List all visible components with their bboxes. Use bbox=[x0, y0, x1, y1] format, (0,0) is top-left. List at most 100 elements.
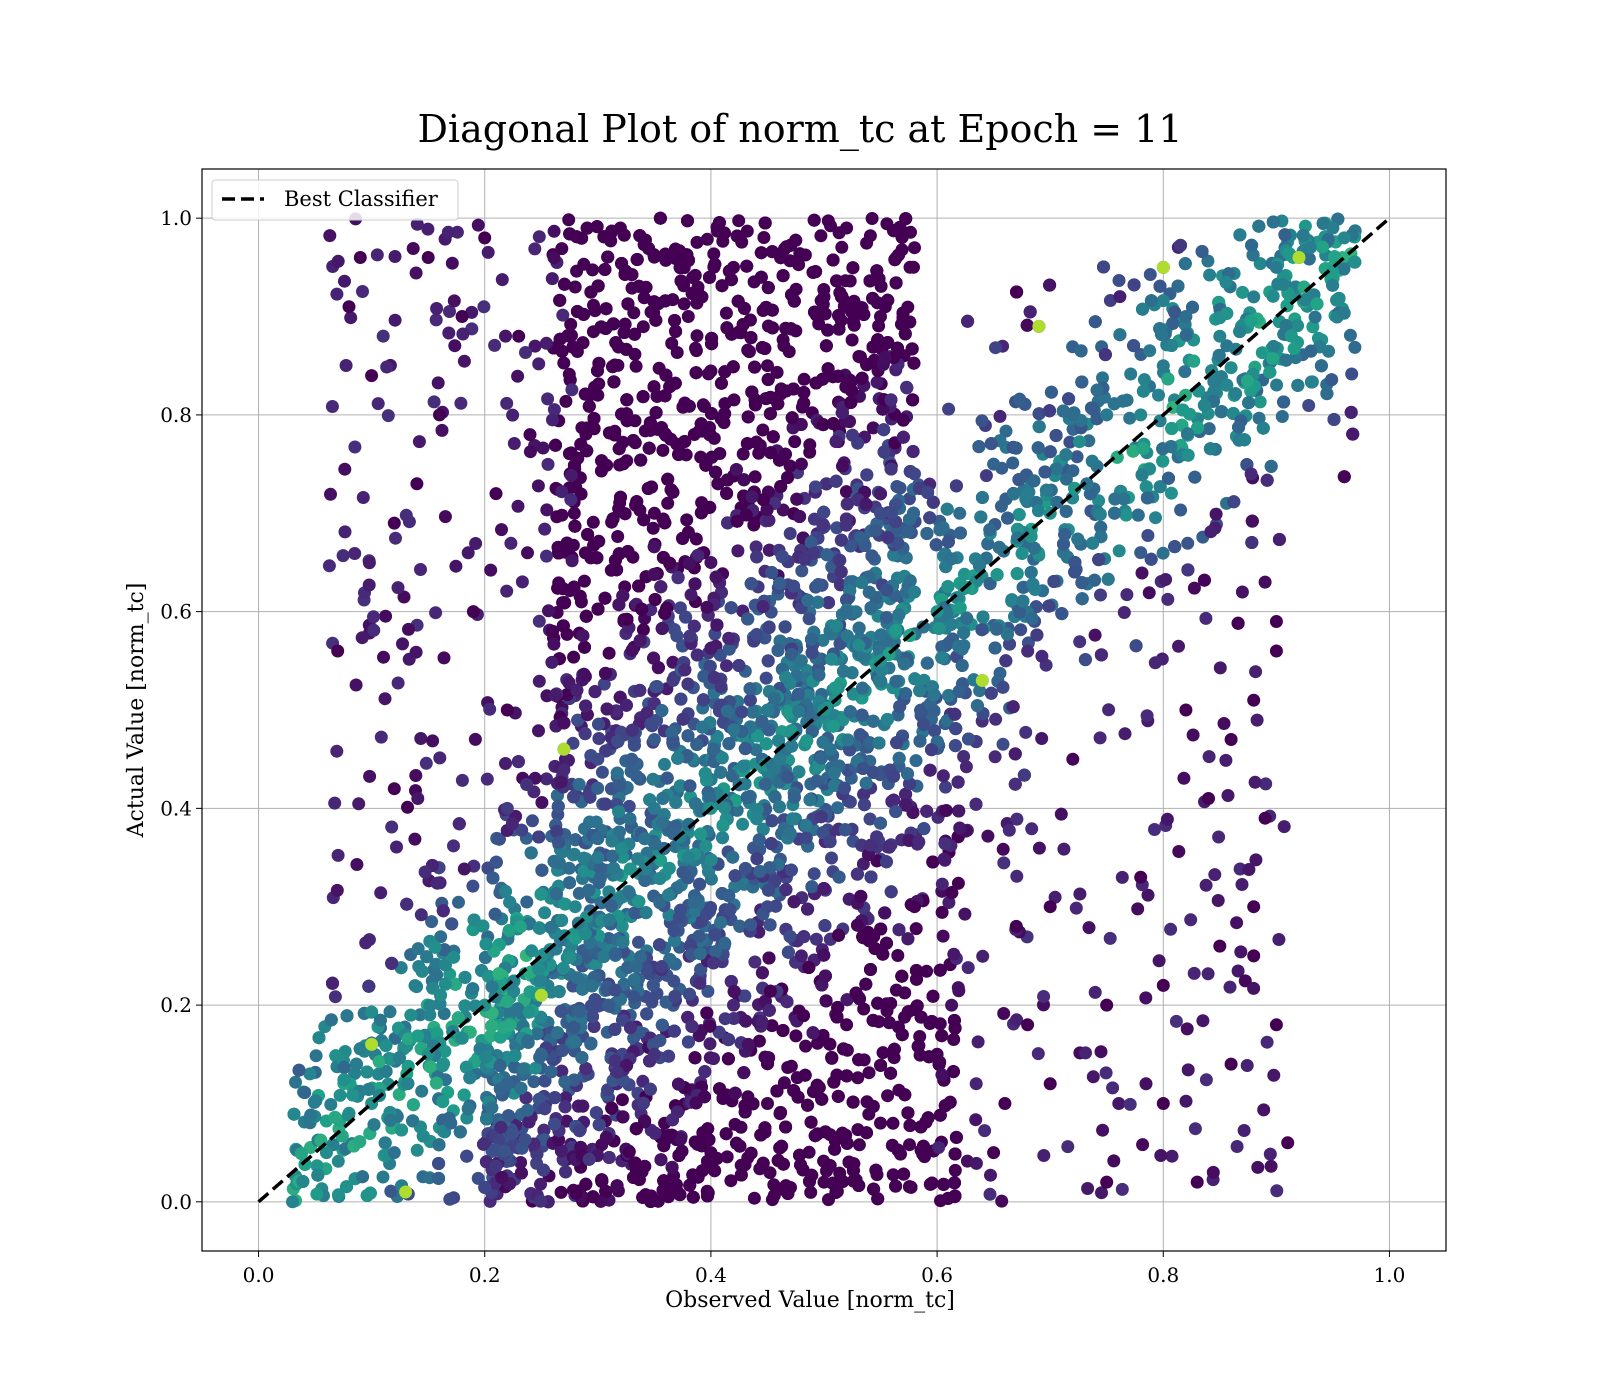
scatter-point bbox=[1094, 588, 1107, 602]
scatter-point bbox=[684, 588, 698, 602]
scatter-point bbox=[731, 544, 745, 558]
scatter-point bbox=[860, 236, 874, 250]
scatter-point bbox=[567, 650, 581, 664]
scatter-point bbox=[577, 574, 591, 588]
scatter-point bbox=[789, 1029, 803, 1043]
scatter-point bbox=[824, 219, 837, 233]
scatter-point bbox=[1073, 435, 1086, 449]
scatter-point bbox=[816, 1028, 830, 1042]
scatter-point bbox=[907, 260, 920, 274]
scatter-point bbox=[920, 964, 934, 978]
scatter-point bbox=[554, 1185, 568, 1199]
scatter-point bbox=[886, 1168, 900, 1182]
scatter-point bbox=[611, 530, 625, 543]
scatter-point bbox=[942, 402, 956, 416]
scatter-point bbox=[797, 372, 811, 386]
scatter-point bbox=[415, 1084, 429, 1098]
scatter-point bbox=[951, 876, 965, 890]
scatter-point bbox=[1164, 486, 1178, 500]
scatter-point bbox=[410, 1143, 424, 1157]
scatter-point bbox=[851, 1071, 865, 1085]
scatter-point bbox=[816, 633, 830, 647]
scatter-point bbox=[748, 470, 762, 484]
scatter-point bbox=[1236, 285, 1249, 299]
scatter-points bbox=[286, 211, 1362, 1209]
scatter-point bbox=[636, 623, 650, 637]
scatter-point bbox=[558, 897, 572, 911]
scatter-point bbox=[514, 1156, 528, 1169]
scatter-point bbox=[534, 1177, 547, 1191]
scatter-point bbox=[736, 817, 750, 831]
scatter-point bbox=[814, 229, 828, 243]
scatter-point bbox=[876, 1046, 890, 1060]
scatter-point bbox=[1287, 342, 1301, 356]
scatter-point bbox=[658, 757, 671, 771]
scatter-point bbox=[1063, 435, 1077, 449]
scatter-point bbox=[720, 659, 733, 673]
scatter-point bbox=[567, 506, 581, 520]
scatter-point bbox=[1123, 411, 1137, 425]
scatter-point bbox=[452, 895, 465, 909]
scatter-point bbox=[788, 435, 802, 449]
scatter-point bbox=[752, 1034, 766, 1048]
scatter-point bbox=[765, 1193, 779, 1207]
scatter-point bbox=[597, 677, 611, 691]
scatter-point bbox=[484, 1029, 498, 1043]
scatter-point bbox=[423, 1008, 437, 1022]
scatter-point bbox=[520, 895, 534, 909]
scatter-point bbox=[629, 359, 643, 373]
scatter-point bbox=[401, 800, 414, 814]
scatter-point bbox=[835, 240, 849, 254]
scatter-point bbox=[1181, 536, 1195, 550]
scatter-point bbox=[1006, 456, 1020, 470]
scatter-point bbox=[1149, 511, 1162, 525]
scatter-point bbox=[843, 274, 857, 288]
scatter-point bbox=[890, 480, 904, 493]
scatter-point bbox=[592, 732, 606, 745]
scatter-point bbox=[1141, 529, 1155, 542]
scatter-point bbox=[586, 515, 600, 529]
scatter-point bbox=[328, 990, 342, 1004]
scatter-point bbox=[1202, 422, 1216, 436]
scatter-point bbox=[783, 459, 797, 473]
scatter-point bbox=[615, 1093, 629, 1107]
scatter-point bbox=[720, 1150, 734, 1164]
scatter-point bbox=[589, 958, 603, 972]
scatter-point bbox=[439, 958, 452, 972]
scatter-point bbox=[1073, 635, 1087, 649]
scatter-point bbox=[690, 235, 704, 249]
scatter-point bbox=[410, 980, 424, 994]
scatter-point bbox=[777, 339, 791, 353]
scatter-point bbox=[677, 297, 691, 311]
scatter-point bbox=[957, 750, 971, 763]
scatter-point bbox=[795, 564, 809, 578]
scatter-point bbox=[662, 861, 676, 875]
scatter-point bbox=[525, 814, 539, 828]
scatter-point bbox=[866, 421, 880, 435]
scatter-point bbox=[559, 394, 573, 408]
scatter-point bbox=[1112, 274, 1126, 287]
scatter-point bbox=[707, 1052, 720, 1066]
scatter-point bbox=[1253, 257, 1267, 271]
scatter-point bbox=[1306, 320, 1320, 334]
scatter-point bbox=[310, 1187, 324, 1201]
scatter-point bbox=[656, 443, 670, 457]
scatter-point bbox=[303, 1067, 317, 1081]
scatter-point bbox=[973, 684, 987, 698]
scatter-point bbox=[889, 674, 903, 688]
scatter-point bbox=[331, 1154, 345, 1168]
scatter-point bbox=[529, 1061, 542, 1075]
scatter-point bbox=[437, 1007, 451, 1021]
scatter-point bbox=[809, 932, 823, 946]
scatter-point bbox=[767, 1178, 781, 1192]
scatter-point bbox=[680, 513, 694, 527]
scatter-point bbox=[1174, 503, 1188, 517]
scatter-point bbox=[909, 922, 923, 936]
scatter-point bbox=[993, 409, 1007, 423]
scatter-point bbox=[833, 578, 847, 592]
scatter-point bbox=[765, 1019, 779, 1033]
scatter-point bbox=[566, 538, 580, 552]
scatter-point bbox=[429, 957, 443, 971]
scatter-point bbox=[802, 612, 816, 626]
